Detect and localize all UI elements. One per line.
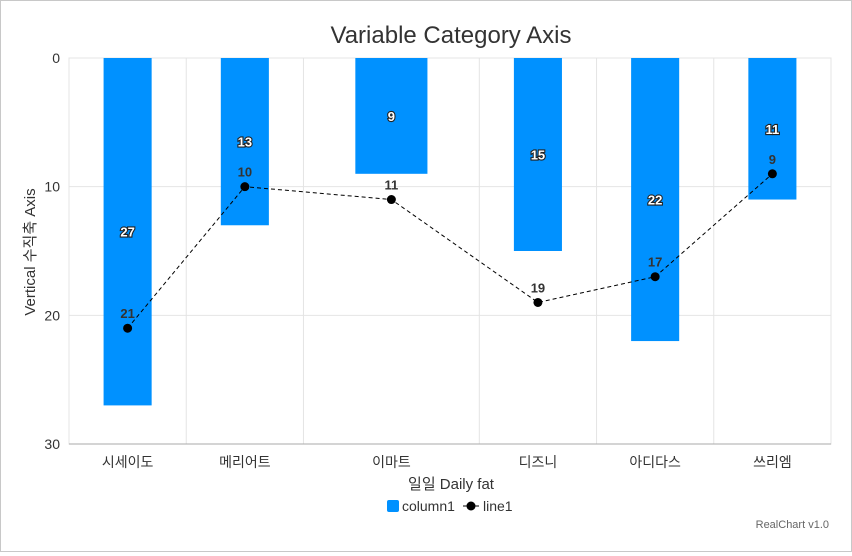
bar-value-label: 22 [648, 193, 662, 208]
bar [220, 58, 269, 226]
x-tick-label: 아디다스 [629, 454, 681, 470]
bars [103, 58, 797, 406]
legend-label-line1[interactable]: line1 [483, 498, 513, 514]
legend-label-column1[interactable]: column1 [402, 498, 455, 514]
y-tick-label: 30 [44, 436, 60, 452]
x-tick-label: 디즈니 [519, 454, 558, 470]
bar [355, 58, 428, 174]
y-tick-label: 0 [52, 50, 60, 66]
bar-value-label: 9 [388, 109, 395, 124]
line-point [386, 195, 396, 205]
legend-marker-line1[interactable] [466, 501, 476, 511]
y-axis-title: Vertical 수직축 Axis [22, 188, 39, 315]
x-axis-ticks: 시세이도 메리어트 이마트 디즈니 아디다스 쓰리엠 [102, 454, 792, 470]
line-point [240, 182, 250, 192]
line-point [533, 297, 543, 307]
bar-value-label: 15 [531, 148, 545, 163]
y-tick-label: 20 [44, 307, 60, 323]
line-series [123, 169, 777, 333]
x-tick-label: 메리어트 [219, 454, 271, 470]
legend: column1 line1 [387, 498, 513, 514]
grid [68, 57, 832, 445]
line-path [127, 173, 773, 329]
plot-area [68, 57, 832, 445]
bar [103, 58, 152, 406]
line-value-label: 21 [120, 306, 134, 321]
credit-text: RealChart v1.0 [756, 519, 829, 531]
data-labels: 27 13 9 15 22 11 21 10 11 19 17 9 [119, 108, 780, 321]
bar [513, 58, 562, 251]
legend-swatch-column1[interactable] [387, 500, 399, 512]
line-point [650, 272, 660, 282]
bar-value-label: 27 [120, 225, 134, 240]
line-value-label: 9 [769, 152, 776, 167]
bar-value-label: 13 [238, 135, 252, 150]
line-value-label: 17 [648, 255, 662, 270]
line-value-label: 10 [238, 165, 252, 180]
bar [631, 58, 680, 342]
y-axis-ticks: 0 10 20 30 [44, 50, 60, 452]
x-tick-label: 쓰리엠 [753, 454, 792, 470]
chart-title: Variable Category Axis [330, 22, 571, 49]
line-value-label: 11 [385, 178, 399, 193]
line-value-label: 19 [531, 280, 545, 295]
x-axis-title: 일일 Daily fat [408, 476, 495, 493]
line-point [767, 169, 777, 179]
bar-value-label: 11 [766, 122, 780, 137]
y-tick-label: 10 [44, 179, 60, 195]
line-point [123, 323, 133, 333]
x-tick-label: 이마트 [372, 454, 411, 470]
x-tick-label: 시세이도 [102, 454, 154, 470]
